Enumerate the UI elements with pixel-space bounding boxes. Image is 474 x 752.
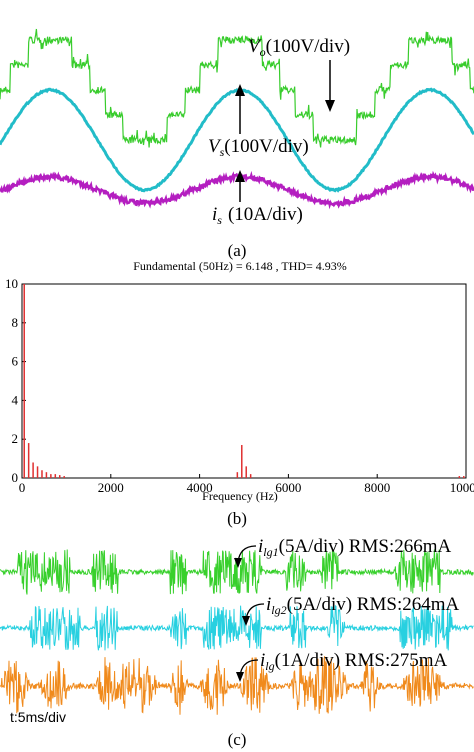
spectrum-chart: Fundamental (50Hz) = 6.148 , THD= 4.93% … bbox=[5, 259, 474, 528]
bar bbox=[249, 474, 252, 478]
x-tick-label: 2000 bbox=[98, 480, 124, 495]
caption: (b) bbox=[227, 509, 247, 528]
x-tick-label: 4000 bbox=[187, 480, 213, 495]
panel-a-waveforms bbox=[0, 28, 474, 210]
is-label: is (10A/div) bbox=[212, 204, 303, 227]
arrow-head bbox=[235, 170, 245, 182]
symbol: V bbox=[208, 136, 222, 157]
y-tick-label: 2 bbox=[12, 431, 19, 446]
ilg-label: ilg(1A/div) RMS:275mA bbox=[260, 650, 447, 673]
symbol: i bbox=[266, 594, 271, 615]
subscript: lg bbox=[265, 659, 274, 673]
scale: (100V/div) bbox=[224, 136, 308, 157]
time-scale: t:5ms/div bbox=[10, 709, 66, 725]
subscript: o bbox=[260, 45, 266, 59]
caption: (a) bbox=[228, 241, 247, 260]
subscript: s bbox=[217, 213, 222, 227]
scale: (5A/div) RMS:266mA bbox=[279, 536, 452, 557]
y-tick-label: 10 bbox=[5, 276, 18, 291]
x-tick-label: 6000 bbox=[275, 480, 301, 495]
plot-frame bbox=[21, 283, 467, 479]
arrow-head bbox=[235, 84, 245, 96]
bar bbox=[63, 476, 65, 478]
y-tick-label: 6 bbox=[12, 354, 19, 369]
time-scale: t:5ms/div bbox=[40, 207, 96, 223]
subscript: lg2 bbox=[271, 603, 286, 617]
bar bbox=[58, 475, 61, 478]
panel-c-waveforms bbox=[0, 549, 474, 715]
symbol: i bbox=[212, 204, 217, 225]
y-tick-label: 8 bbox=[12, 315, 19, 330]
bar bbox=[458, 476, 461, 478]
ilg1-label: ilg1(5A/div) RMS:266mA bbox=[258, 536, 451, 559]
arrow-head bbox=[242, 616, 250, 626]
bar bbox=[36, 466, 39, 478]
arrow-head bbox=[236, 672, 244, 682]
y-tick-label: 4 bbox=[12, 392, 19, 407]
subscript: lg1 bbox=[263, 545, 278, 559]
bar bbox=[245, 466, 247, 478]
bar bbox=[54, 474, 57, 478]
x-axis-label: Frequency (Hz) bbox=[202, 489, 278, 503]
scale: (10A/div) bbox=[228, 204, 303, 225]
scale: (5A/div) RMS:264mA bbox=[287, 594, 460, 615]
bar bbox=[236, 472, 239, 478]
bar bbox=[463, 476, 465, 478]
vs-label: Vs(100V/div) bbox=[208, 136, 309, 159]
ilg-trace bbox=[0, 656, 474, 715]
subscript: s bbox=[220, 145, 225, 159]
chart-title: Fundamental (50Hz) = 6.148 , THD= 4.93% bbox=[133, 259, 347, 273]
vo-label: Vo(100V/div) bbox=[248, 36, 350, 59]
ilg2-trace bbox=[0, 604, 474, 651]
x-tick-label: 8000 bbox=[364, 480, 390, 495]
symbol: i bbox=[260, 650, 265, 671]
y-tick-label: 0 bbox=[12, 470, 19, 485]
is-trace bbox=[0, 170, 474, 210]
bar bbox=[241, 445, 243, 478]
symbol: V bbox=[248, 36, 262, 57]
ilg1-trace bbox=[0, 549, 474, 595]
x-tick-label: 10000 bbox=[450, 480, 474, 495]
scale: (100V/div) bbox=[266, 36, 350, 57]
ilg2-label: ilg2(5A/div) RMS:264mA bbox=[266, 594, 459, 617]
bar bbox=[27, 443, 30, 478]
bar bbox=[50, 474, 52, 478]
bar bbox=[32, 462, 34, 478]
x-tick-label: 0 bbox=[19, 480, 26, 495]
bar bbox=[23, 284, 25, 478]
vs-trace bbox=[0, 87, 474, 193]
caption: (c) bbox=[228, 730, 247, 749]
scale: (1A/div) RMS:275mA bbox=[275, 650, 448, 671]
bar bbox=[45, 472, 48, 478]
vo-trace bbox=[0, 28, 474, 148]
arrow-head bbox=[234, 558, 242, 568]
arrow-head bbox=[325, 100, 335, 112]
symbol: i bbox=[258, 536, 263, 557]
bar bbox=[41, 470, 43, 478]
